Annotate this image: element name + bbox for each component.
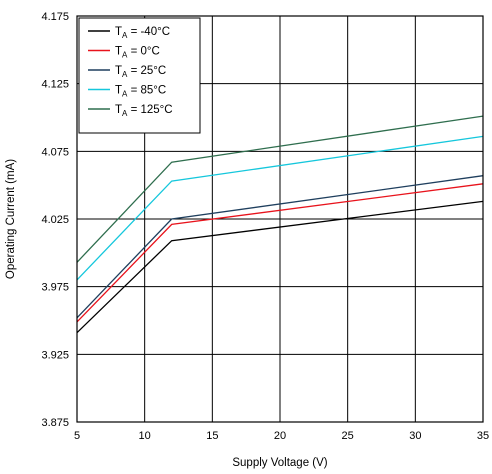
y-tick-label: 4.025 xyxy=(41,214,69,226)
y-tick-label: 3.875 xyxy=(41,417,69,429)
series-lines xyxy=(76,115,484,334)
legend-label-rest: = 85°C xyxy=(127,85,166,97)
y-axis-title: Operating Current (mA) xyxy=(5,159,17,279)
x-tick-label: 10 xyxy=(139,430,151,442)
series-line-1 xyxy=(76,183,484,323)
legend-label-0: TA = -40°C xyxy=(115,26,170,40)
legend-label-rest: = -40°C xyxy=(127,26,170,38)
x-tick-label: 25 xyxy=(342,430,354,442)
legend-label-rest: = 0°C xyxy=(127,46,159,58)
legend-label-sub: A xyxy=(122,90,128,99)
y-tick-labels: 3.875 3.925 3.975 4.025 4.075 4.125 4.175 xyxy=(41,11,69,429)
x-tick-label: 30 xyxy=(409,430,421,442)
x-tick-label: 20 xyxy=(274,430,286,442)
legend-box xyxy=(78,17,201,134)
legend-label-sub: A xyxy=(122,109,128,118)
legend-label-sub: A xyxy=(122,51,128,60)
y-tick-label: 3.975 xyxy=(41,282,69,294)
grid xyxy=(77,16,483,422)
series-line-2 xyxy=(76,175,484,319)
legend-label-2: TA = 25°C xyxy=(115,65,166,79)
series-line-3 xyxy=(76,135,484,281)
y-tick-label: 4.075 xyxy=(41,146,69,158)
legend-label-rest: = 25°C xyxy=(127,65,166,77)
legend-label-main: T xyxy=(115,85,122,97)
legend-label-sub: A xyxy=(122,70,128,79)
y-tick-label: 4.125 xyxy=(41,79,69,91)
legend-label-rest: = 125°C xyxy=(127,104,172,116)
y-tick-label: 3.925 xyxy=(41,349,69,361)
legend: TA = -40°CTA = 0°CTA = 25°CTA = 85°CTA =… xyxy=(78,17,201,134)
legend-label-sub: A xyxy=(122,31,128,40)
plot-area-frame xyxy=(76,15,484,423)
legend-label-4: TA = 125°C xyxy=(115,104,173,118)
x-tick-label: 35 xyxy=(477,430,489,442)
legend-label-main: T xyxy=(115,26,122,38)
legend-label-3: TA = 85°C xyxy=(115,85,166,99)
x-tick-labels: 5 10 15 20 25 30 35 xyxy=(74,430,489,442)
series-line-4 xyxy=(76,115,484,263)
x-tick-label: 15 xyxy=(206,430,218,442)
legend-label-main: T xyxy=(115,46,122,58)
series-line-0 xyxy=(76,200,484,334)
legend-label-main: T xyxy=(115,65,122,77)
legend-label-main: T xyxy=(115,104,122,116)
y-tick-label: 4.175 xyxy=(41,11,69,23)
legend-label-1: TA = 0°C xyxy=(115,46,160,60)
x-axis-title: Supply Voltage (V) xyxy=(232,457,327,469)
x-tick-label: 5 xyxy=(74,430,80,442)
